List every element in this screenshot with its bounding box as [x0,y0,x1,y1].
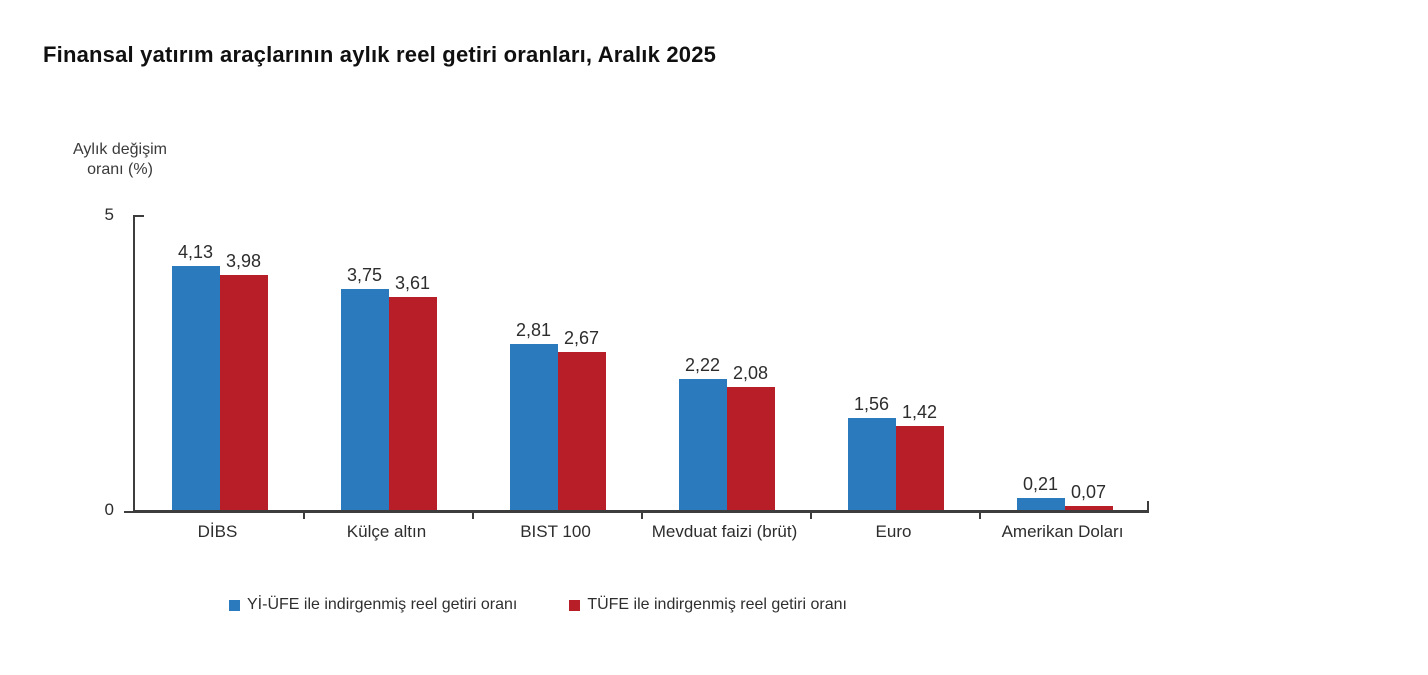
y-axis-label-line-2: oranı (%) [87,161,153,178]
legend-swatch-icon [229,599,240,611]
bar-value-label: 0,21 [1022,473,1059,494]
x-axis-category-label-3: Mevduat faizi (brüt) [651,522,798,541]
x-axis-boundary-tick [303,513,305,519]
bar-yiufe-5 [1016,497,1065,510]
x-axis-category-label-2: BIST 100 [520,522,591,541]
bar-yiufe-3 [678,379,727,510]
bar-tufe-0 [219,275,268,510]
legend-label: TÜFE ile indirgenmiş reel getiri oranı [587,596,847,613]
legend: Yİ-ÜFE ile indirgenmiş reel getiri oranı… [229,596,847,614]
bar-value-label: 0,07 [1070,481,1107,502]
y-axis-zero-tick [124,511,135,513]
bar-yiufe-0 [171,266,220,510]
bar-value-label: 3,61 [394,273,431,293]
x-axis-category-label-0: DİBS [197,522,238,541]
x-axis-boundary-tick [979,513,981,519]
x-axis-boundary-tick [641,513,643,519]
x-axis-category-label-1: Külçe altın [346,522,427,541]
x-axis-category-labels: DİBS Külçe altın BIST 100 Mevduat faizi (br… [133,522,1147,546]
bar-yiufe-4 [847,417,896,510]
bar-value-label: 3,98 [225,251,262,272]
plot-area: 4,13 3,98 3,75 3,61 2,81 2,67 2,22 2,08 1,56 1,42… [124,215,1149,519]
y-axis-top-tick [135,215,144,217]
y-axis-label-line-1: Aylık değişim [73,141,167,158]
bar-tufe-3 [726,387,775,510]
bar-tufe-2 [557,352,606,510]
legend-item-yiufe: Yİ-ÜFE ile indirgenmiş reel getiri oranı [229,596,517,614]
legend-swatch-icon [569,599,581,611]
x-axis-boundary-tick [810,513,812,519]
x-axis-end-tick [1147,501,1149,510]
bar-yiufe-1 [340,288,389,510]
x-axis-category-label-4: Euro [875,522,912,541]
bar-value-label: 4,13 [177,242,214,263]
bar-tufe-5 [1064,505,1113,510]
bar-value-label: 2,22 [684,355,721,376]
bar-value-label: 1,42 [901,402,938,423]
bar-value-label: 2,67 [563,328,600,349]
y-axis-tick-label-5: 5 [104,205,114,224]
legend-label: Yİ-ÜFE ile indirgenmiş reel getiri oranı [247,596,518,613]
y-axis-label: Aylık değişim oranı (%) [58,140,182,180]
x-axis-boundary-tick [472,513,474,519]
bar-yiufe-2 [509,344,558,510]
y-axis-tick-label-0: 0 [104,500,114,519]
bar-value-label: 2,08 [732,363,769,384]
bar-value-label: 2,81 [515,320,552,341]
bar-tufe-4 [895,426,944,510]
legend-item-tufe: TÜFE ile indirgenmiş reel getiri oranı [569,596,847,614]
bar-tufe-1 [388,297,437,510]
bar-value-label: 1,56 [853,393,890,414]
x-axis-category-label-5: Amerikan Doları [1001,522,1124,541]
chart-title: Finansal yatırım araçlarının aylık reel … [43,42,717,67]
bar-value-label: 3,75 [346,264,383,285]
